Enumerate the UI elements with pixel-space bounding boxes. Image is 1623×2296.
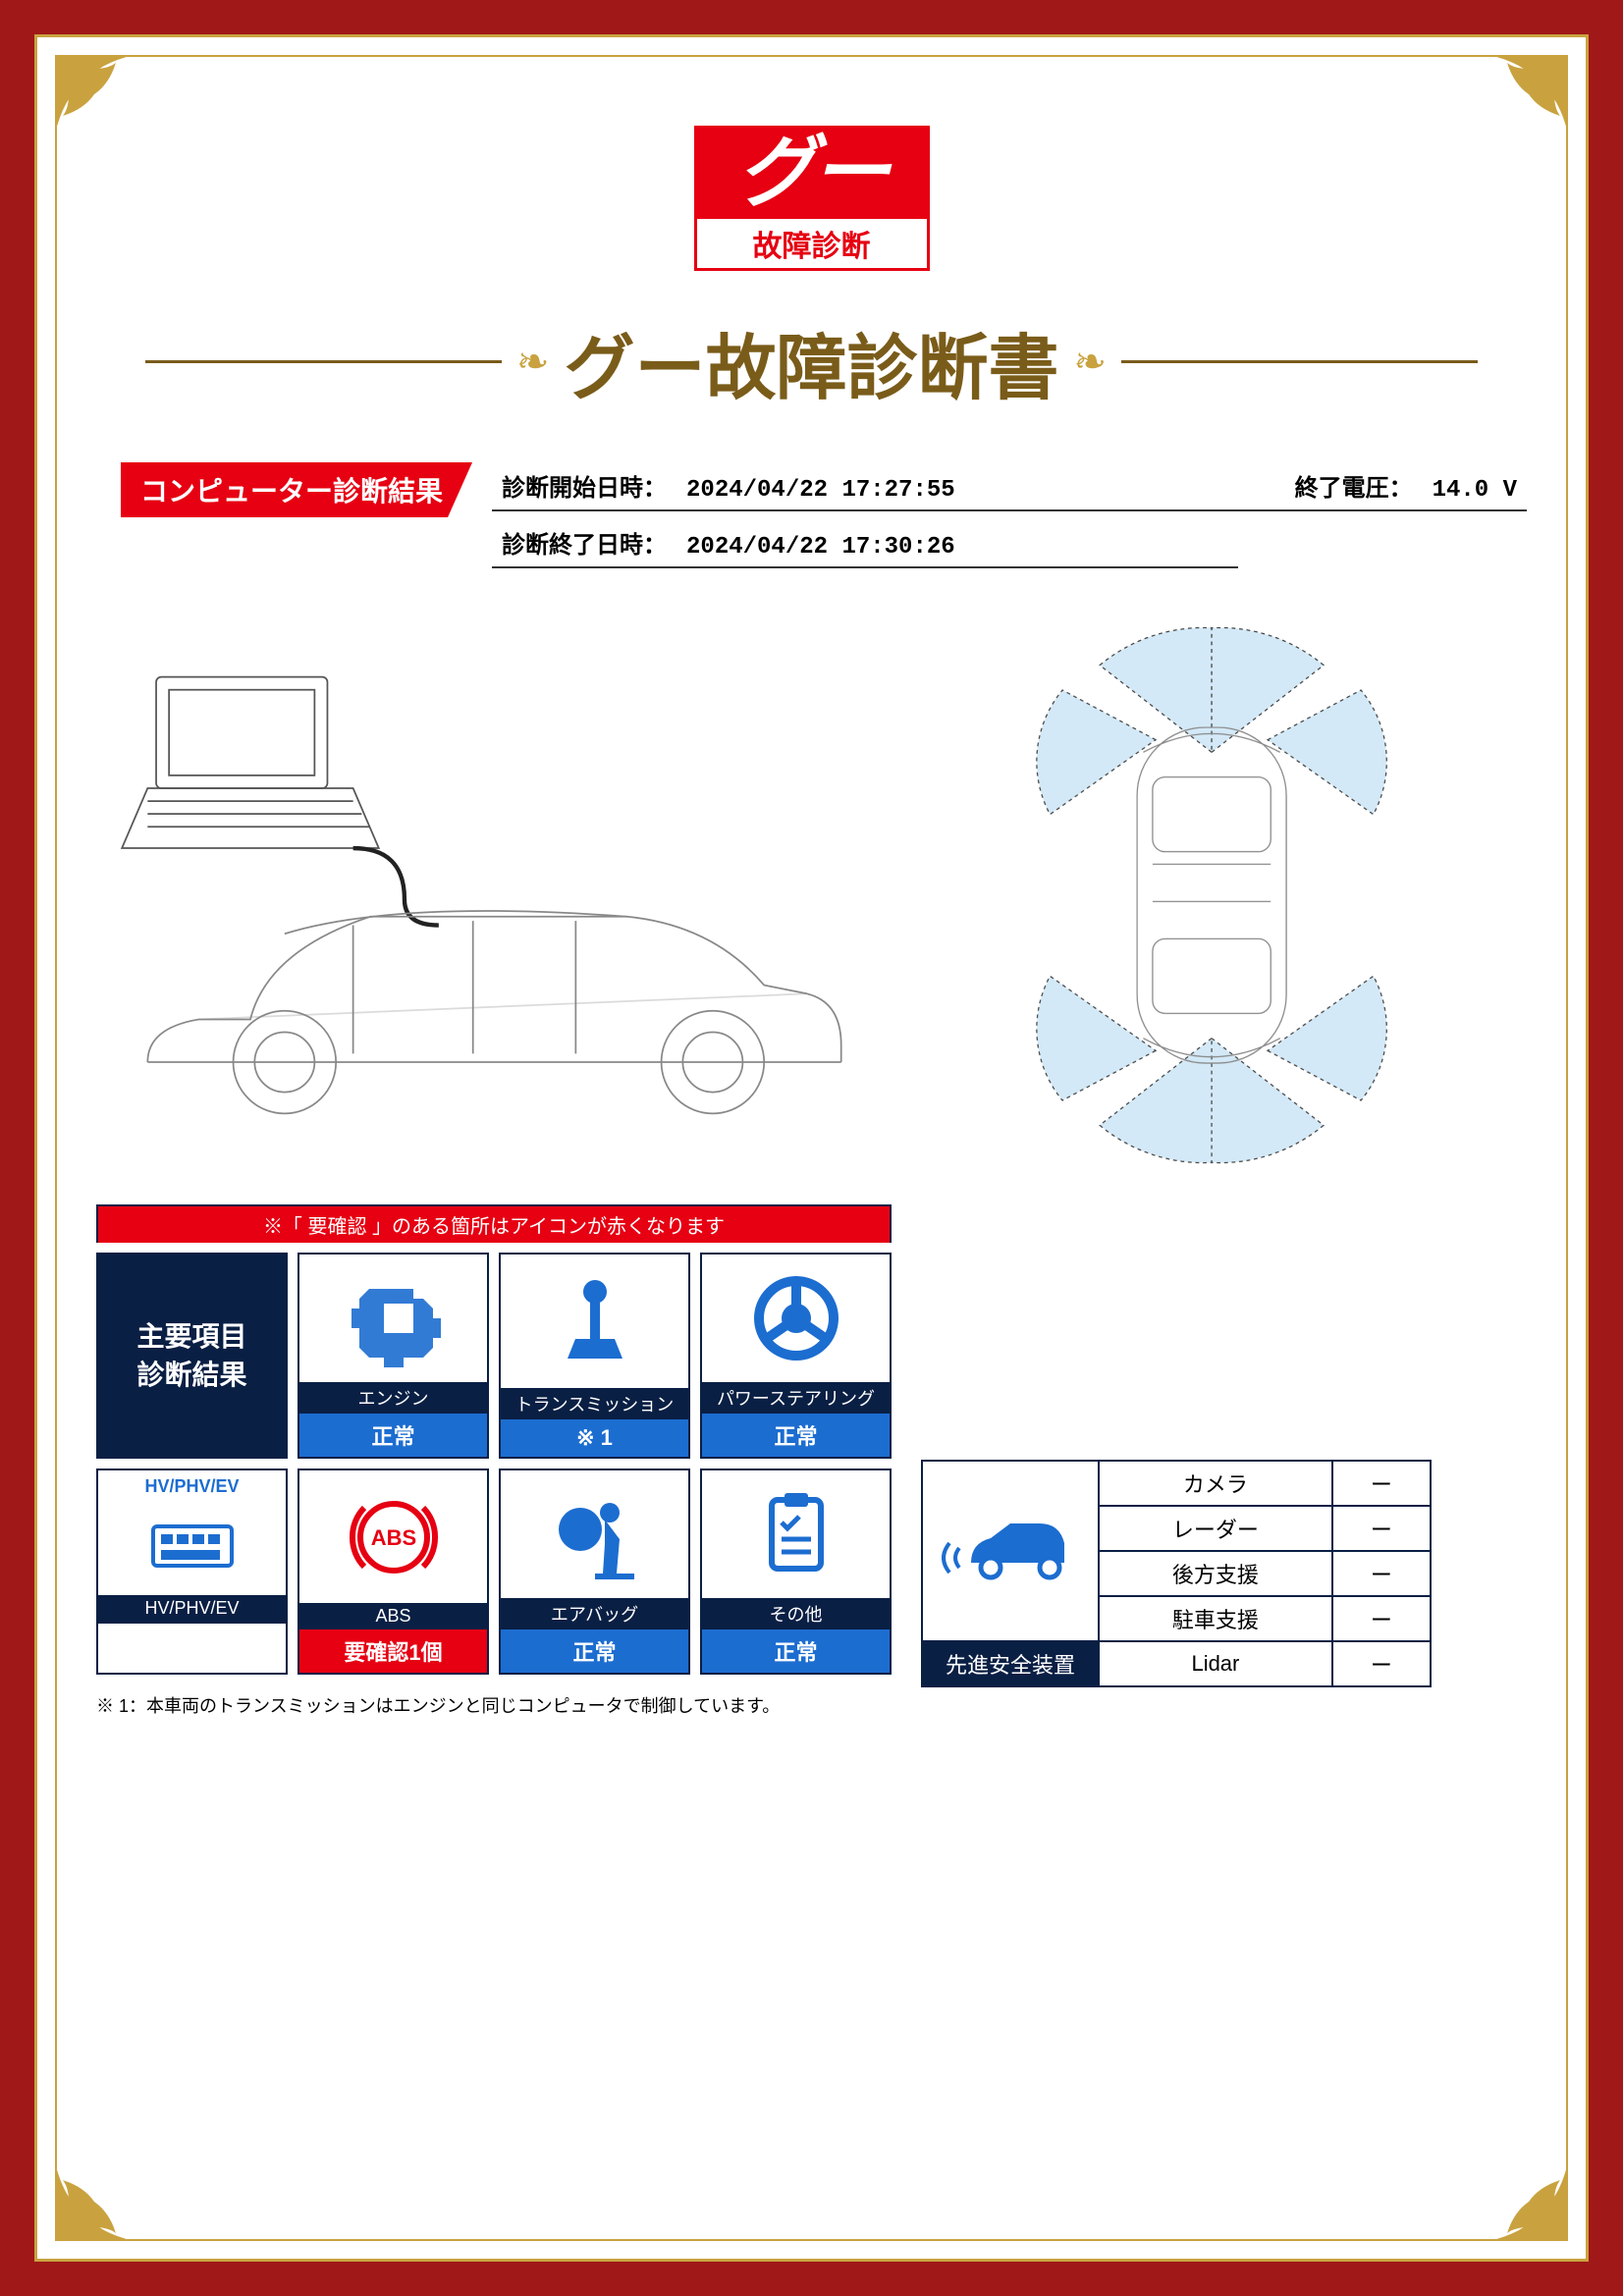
content-area: グー 故障診断 ❧ グー故障診断書 ❧ コンピューター診断結果 診断開始日時： [96, 96, 1527, 2200]
start-time-label: 診断開始日時： [502, 468, 667, 503]
other-status: 正常 [702, 1629, 890, 1673]
safety-row-label: レーダー [1099, 1506, 1332, 1551]
meta-lines: 診断開始日時： 2024/04/22 17:27:55 終了電圧： 14.0 V… [492, 462, 1527, 576]
car-side-diagram [96, 615, 867, 1175]
lower-section: ※「 要確認 」のある箇所はアイコンが赤くなります 主要項目 診断結果 エンジン… [96, 1204, 1527, 1718]
safety-row-value: ー [1332, 1641, 1431, 1686]
transmission-status: ※ 1 [501, 1419, 688, 1457]
title-rule [145, 360, 502, 363]
abs-label: ABS [299, 1603, 487, 1629]
certificate-outer-frame: グー 故障診断 ❧ グー故障診断書 ❧ コンピューター診断結果 診断開始日時： [34, 34, 1589, 2262]
footnote-text: ※ 1：本車両のトランスミッションはエンジンと同じコンピュータで制御しています。 [96, 1692, 892, 1718]
airbag-label: エアバッグ [501, 1598, 688, 1629]
safety-row-value: ー [1332, 1506, 1431, 1551]
engine-cell: エンジン 正常 [298, 1253, 489, 1459]
engine-label: エンジン [299, 1382, 487, 1414]
hv-status: ー [98, 1622, 286, 1667]
steering-icon [702, 1255, 890, 1382]
meta-line-1: 診断開始日時： 2024/04/22 17:27:55 終了電圧： 14.0 V [492, 462, 1527, 511]
engine-status: 正常 [299, 1414, 487, 1457]
title-row: ❧ グー故障診断書 ❧ [96, 310, 1527, 413]
safety-row-value: ー [1332, 1596, 1431, 1641]
car-top-diagram [896, 615, 1527, 1175]
flourish-icon: ❧ [516, 340, 550, 385]
end-time-label: 診断終了日時： [502, 525, 667, 560]
abs-status: 要確認1個 [299, 1629, 487, 1673]
safety-section: カメラ ー レーダー ー 後方支援 ー 駐車支援 [921, 1204, 1527, 1687]
hv-cell: HV/PHV/EV HV/PHV/EV ー [96, 1468, 288, 1675]
main-results-heading-cell: 主要項目 診断結果 [96, 1253, 288, 1459]
diagnostic-panel: ※「 要確認 」のある箇所はアイコンが赤くなります 主要項目 診断結果 エンジン… [96, 1204, 892, 1718]
voltage-value: 14.0 V [1433, 477, 1517, 504]
safety-row-label: カメラ [1099, 1461, 1332, 1506]
steering-status: 正常 [702, 1414, 890, 1457]
transmission-icon [501, 1255, 688, 1388]
abs-cell: ABS ABS 要確認1個 [298, 1468, 489, 1675]
meta-line-2: 診断終了日時： 2024/04/22 17:30:26 [492, 519, 1238, 568]
svg-text:ABS: ABS [370, 1525, 415, 1550]
voltage-label: 終了電圧： [1295, 468, 1413, 503]
abs-icon: ABS [299, 1470, 487, 1603]
brand-logo: グー 故障診断 [694, 126, 930, 271]
hv-top-text: HV/PHV/EV [98, 1470, 286, 1497]
clipboard-icon [702, 1470, 890, 1598]
engine-icon [299, 1255, 487, 1382]
main-results-heading: 主要項目 診断結果 [136, 1317, 246, 1394]
safety-table: カメラ ー レーダー ー 後方支援 ー 駐車支援 [921, 1460, 1432, 1687]
airbag-cell: エアバッグ 正常 [499, 1468, 690, 1675]
airbag-status: 正常 [501, 1629, 688, 1673]
other-cell: その他 正常 [700, 1468, 892, 1675]
start-time-value: 2024/04/22 17:27:55 [686, 477, 955, 504]
safety-row-label: 駐車支援 [1099, 1596, 1332, 1641]
steering-cell: パワーステアリング 正常 [700, 1253, 892, 1459]
document-title: グー故障診断書 [565, 310, 1059, 413]
safety-icon-cell [922, 1461, 1099, 1641]
safety-row-value: ー [1332, 1461, 1431, 1506]
title-rule [1121, 360, 1478, 363]
transmission-label: トランスミッション [501, 1388, 688, 1419]
diagnostic-grid: 主要項目 診断結果 エンジン 正常 [96, 1243, 892, 1684]
other-label: その他 [702, 1598, 890, 1629]
safety-row-label: Lidar [1099, 1641, 1332, 1686]
hv-icon [98, 1497, 286, 1595]
logo-top-text: グー [694, 126, 930, 219]
flourish-icon: ❧ [1074, 340, 1108, 385]
safety-row-value: ー [1332, 1551, 1431, 1596]
steering-label: パワーステアリング [702, 1382, 890, 1414]
banner-note: ※「 要確認 」のある箇所はアイコンが赤くなります [96, 1204, 892, 1243]
end-time-value: 2024/04/22 17:30:26 [686, 534, 955, 561]
logo-bottom-text: 故障診断 [694, 219, 930, 271]
hv-label: HV/PHV/EV [98, 1595, 286, 1622]
safety-heading: 先進安全装置 [922, 1641, 1099, 1686]
safety-row-label: 後方支援 [1099, 1551, 1332, 1596]
car-sensor-icon [935, 1504, 1086, 1598]
transmission-cell: トランスミッション ※ 1 [499, 1253, 690, 1459]
section-header-tab: コンピューター診断結果 [121, 462, 472, 517]
diagram-area [96, 615, 1527, 1175]
section-header-row: コンピューター診断結果 診断開始日時： 2024/04/22 17:27:55 … [96, 462, 1527, 576]
airbag-icon [501, 1470, 688, 1598]
certificate-inner-frame: グー 故障診断 ❧ グー故障診断書 ❧ コンピューター診断結果 診断開始日時： [55, 55, 1568, 2241]
